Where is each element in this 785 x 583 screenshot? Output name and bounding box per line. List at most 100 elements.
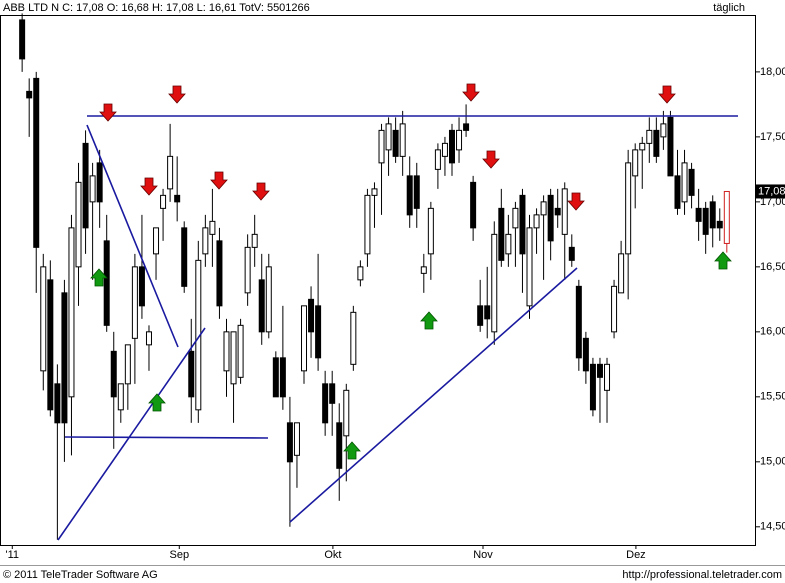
candle-body bbox=[589, 363, 596, 411]
candle-body bbox=[512, 207, 519, 229]
candle-body bbox=[526, 227, 533, 307]
candle-body bbox=[153, 227, 160, 255]
candle-body bbox=[315, 305, 322, 359]
candle-body bbox=[68, 227, 75, 398]
last-price-box bbox=[756, 184, 785, 199]
candle-body bbox=[209, 220, 216, 235]
candle-body bbox=[399, 123, 406, 157]
candle-body bbox=[547, 194, 554, 242]
candle-body bbox=[448, 129, 455, 164]
candle-body bbox=[484, 305, 491, 320]
candle-body bbox=[124, 344, 131, 385]
candle-body bbox=[47, 279, 54, 411]
copyright: © 2011 TeleTrader Software AG bbox=[3, 569, 158, 581]
candle-body bbox=[639, 142, 646, 151]
candle-body bbox=[343, 389, 350, 437]
candle-body bbox=[723, 190, 730, 244]
candle-body bbox=[216, 240, 223, 307]
y-tick-label: 15,50 bbox=[760, 391, 785, 403]
x-tick-label: '11 bbox=[6, 549, 20, 561]
candle-body bbox=[230, 331, 237, 385]
candle-body bbox=[519, 194, 526, 255]
candle-body bbox=[82, 142, 89, 229]
trend-line bbox=[86, 124, 179, 348]
candle-body bbox=[463, 123, 470, 131]
candle-body bbox=[434, 149, 441, 170]
candle-body bbox=[646, 129, 653, 144]
trend-lines bbox=[57, 115, 738, 541]
candle-body bbox=[695, 207, 702, 222]
candle-body bbox=[89, 175, 96, 203]
y-tick-label: 15,00 bbox=[760, 456, 785, 468]
candle-body bbox=[568, 246, 575, 261]
url: http://professional.teletrader.com bbox=[622, 569, 782, 581]
candle-body bbox=[491, 233, 498, 333]
candle-body bbox=[477, 305, 484, 326]
candle-body bbox=[575, 285, 582, 359]
candle-body bbox=[427, 207, 434, 255]
x-tick-label: Nov bbox=[473, 549, 493, 561]
candle-body bbox=[251, 233, 258, 248]
candle-body bbox=[667, 116, 674, 177]
candle-body bbox=[385, 123, 392, 151]
candle-body bbox=[96, 162, 103, 203]
y-tick-label: 16,50 bbox=[760, 261, 785, 273]
candle-body bbox=[350, 311, 357, 365]
candle-body bbox=[709, 201, 716, 229]
candle-body bbox=[265, 266, 272, 333]
last-price-label: 17,08 bbox=[758, 185, 785, 197]
trend-line bbox=[289, 267, 578, 523]
candle-body bbox=[336, 422, 343, 469]
candle-body bbox=[174, 194, 181, 203]
candle-body bbox=[357, 266, 364, 281]
candle-body bbox=[392, 129, 399, 157]
candle-body bbox=[329, 383, 336, 404]
candle-body bbox=[103, 240, 110, 326]
candle-body bbox=[286, 422, 293, 463]
candle-body bbox=[138, 266, 145, 307]
candle-body bbox=[19, 19, 26, 60]
y-tick-label: 18,00 bbox=[760, 66, 785, 78]
x-tick-label: Dez bbox=[626, 549, 646, 561]
y-tick-label: 16,00 bbox=[760, 326, 785, 338]
candle-body bbox=[188, 350, 195, 398]
candle-body bbox=[625, 162, 632, 255]
candle-body bbox=[674, 175, 681, 209]
candle-body bbox=[308, 298, 315, 333]
x-tick-label: Sep bbox=[169, 549, 189, 561]
candle-body bbox=[420, 266, 427, 274]
candle-body bbox=[681, 162, 688, 203]
candle-body bbox=[688, 168, 695, 196]
y-tick-label: 14,50 bbox=[760, 521, 785, 533]
candle-body bbox=[456, 129, 463, 151]
candle-body bbox=[33, 77, 40, 248]
candle-body bbox=[293, 422, 300, 456]
candle-body bbox=[378, 129, 385, 164]
candle-body bbox=[604, 363, 611, 391]
candle-body bbox=[702, 207, 709, 235]
period: täglich bbox=[713, 2, 745, 14]
marks bbox=[19, 13, 730, 540]
candle-body bbox=[596, 363, 603, 378]
candle-body bbox=[371, 188, 378, 196]
candle-body bbox=[167, 155, 174, 190]
y-tick-label: 17,00 bbox=[760, 196, 785, 208]
candle-body bbox=[618, 253, 625, 294]
candle-body bbox=[75, 181, 82, 268]
candle-body bbox=[117, 383, 124, 411]
candle-body bbox=[237, 324, 244, 378]
candle-body bbox=[279, 357, 286, 398]
candle-body bbox=[611, 285, 618, 333]
candle-body bbox=[582, 337, 589, 372]
x-tick-label: Okt bbox=[324, 549, 341, 561]
candle-body bbox=[272, 357, 279, 398]
candle-body bbox=[364, 194, 371, 255]
candle-body bbox=[40, 266, 47, 372]
candle-body bbox=[181, 227, 188, 287]
candle-body bbox=[632, 149, 639, 177]
candle-body bbox=[301, 305, 308, 372]
support-line bbox=[64, 436, 269, 439]
candle-body bbox=[554, 207, 561, 216]
candle-body bbox=[505, 233, 512, 255]
